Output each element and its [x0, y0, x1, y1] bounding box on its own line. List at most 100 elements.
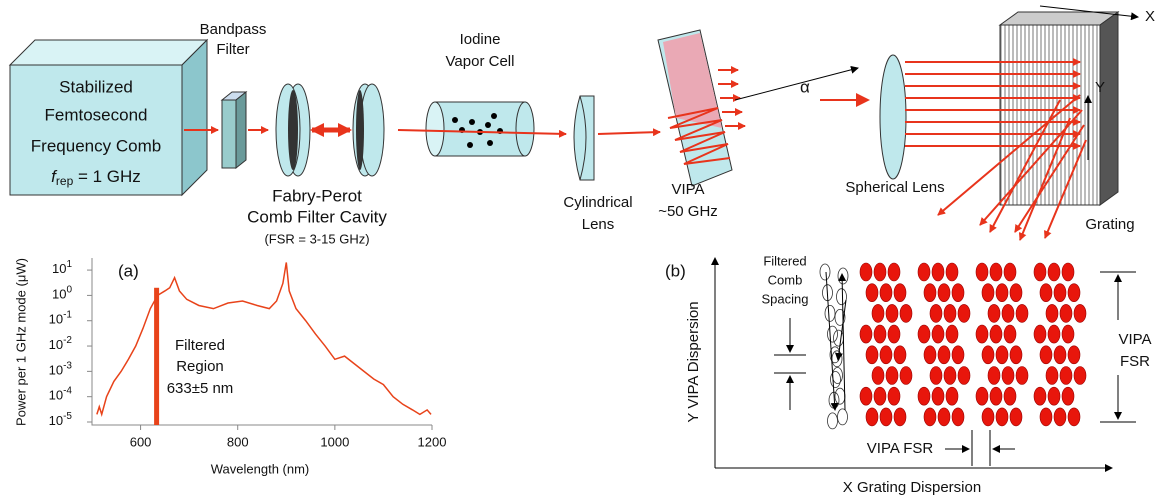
y-tick-label: 100	[52, 284, 72, 302]
annotation: Filtered	[175, 337, 225, 354]
spot	[860, 387, 872, 405]
y-tick-base: 10	[49, 413, 63, 428]
spot	[1040, 346, 1052, 364]
spot	[1040, 408, 1052, 426]
y-tick-exponent: 0	[66, 284, 72, 295]
annotation: Spacing	[762, 291, 809, 306]
y-tick-exponent: -5	[63, 411, 72, 422]
x-axis-label: Wavelength (nm)	[211, 461, 310, 476]
y-tick-base: 10	[49, 312, 63, 327]
spot	[982, 346, 994, 364]
label: Bandpass	[200, 21, 267, 38]
label: rep	[56, 174, 74, 188]
spot	[976, 387, 988, 405]
filtered-region	[154, 288, 159, 425]
spot	[888, 325, 900, 343]
spot	[958, 304, 970, 322]
spot	[900, 304, 912, 322]
open-spot	[832, 351, 842, 367]
angle: α	[800, 77, 810, 96]
spot	[880, 284, 892, 302]
spot	[880, 346, 892, 364]
spot	[1054, 346, 1066, 364]
panel-label: (b)	[665, 261, 686, 280]
annotation: Comb	[768, 272, 803, 287]
spot	[996, 408, 1008, 426]
spot	[872, 304, 884, 322]
y-tick-label: 10-3	[49, 360, 73, 378]
spot	[952, 408, 964, 426]
spot	[1004, 263, 1016, 281]
annotation: FSR	[1120, 353, 1150, 370]
label: Cylindrical	[563, 194, 632, 211]
panel-label: (a)	[118, 261, 139, 280]
spot	[1048, 325, 1060, 343]
spot	[1046, 367, 1058, 385]
annotation: Region	[176, 358, 224, 375]
spot	[1016, 367, 1028, 385]
label: (FSR = 3-15 GHz)	[264, 231, 369, 246]
label: Spherical Lens	[845, 179, 944, 196]
spot	[1010, 284, 1022, 302]
y-tick-label: 10-2	[49, 335, 73, 353]
spot	[1054, 408, 1066, 426]
label: Stabilized	[59, 77, 133, 96]
spot	[1004, 387, 1016, 405]
open-spot	[838, 268, 848, 284]
label: Grating	[1085, 216, 1134, 233]
iodine-cell: Iodine Vapor Cell	[426, 31, 534, 156]
spot	[938, 408, 950, 426]
spot	[938, 284, 950, 302]
label: X	[1145, 8, 1155, 25]
spot	[1062, 325, 1074, 343]
spot	[996, 284, 1008, 302]
spot	[1062, 387, 1074, 405]
spot	[924, 284, 936, 302]
spot	[924, 346, 936, 364]
spot	[988, 367, 1000, 385]
y-tick-base: 10	[49, 363, 63, 378]
spectrum-line	[97, 262, 431, 414]
spot	[872, 367, 884, 385]
y-tick-label: 101	[52, 259, 72, 277]
label: Lens	[582, 216, 615, 233]
spot	[866, 284, 878, 302]
spot-grid	[820, 263, 1086, 429]
open-spot	[828, 326, 838, 342]
spot	[990, 263, 1002, 281]
y-axis-label: Y VIPA Dispersion	[685, 301, 702, 422]
spot	[932, 325, 944, 343]
y-tick-base: 10	[49, 337, 63, 352]
label: Femtosecond	[45, 105, 148, 124]
spot	[924, 408, 936, 426]
spot	[918, 325, 930, 343]
spot	[952, 284, 964, 302]
spot	[888, 263, 900, 281]
spot	[990, 387, 1002, 405]
spot	[1016, 304, 1028, 322]
spot	[894, 408, 906, 426]
y-tick-exponent: -1	[63, 309, 72, 320]
spot	[888, 387, 900, 405]
spot	[946, 387, 958, 405]
spot	[1048, 263, 1060, 281]
x-tick-label: 1200	[418, 434, 447, 449]
figure: Stabilized Femtosecond Frequency Comb fr…	[0, 0, 1165, 497]
spherical-lens: Spherical Lens	[845, 55, 944, 196]
spot	[918, 387, 930, 405]
open-spot	[828, 413, 838, 429]
spot	[874, 325, 886, 343]
spot	[1034, 387, 1046, 405]
y-tick-base: 10	[49, 388, 63, 403]
spot	[1010, 346, 1022, 364]
spot	[900, 367, 912, 385]
spot	[1046, 304, 1058, 322]
spot	[946, 325, 958, 343]
spot	[930, 304, 942, 322]
annotation: Filtered	[763, 253, 806, 268]
y-tick-label: 10-4	[49, 385, 73, 403]
spot	[1002, 304, 1014, 322]
grating: Grating X Y	[1000, 6, 1155, 233]
spot	[996, 346, 1008, 364]
spot	[894, 346, 906, 364]
